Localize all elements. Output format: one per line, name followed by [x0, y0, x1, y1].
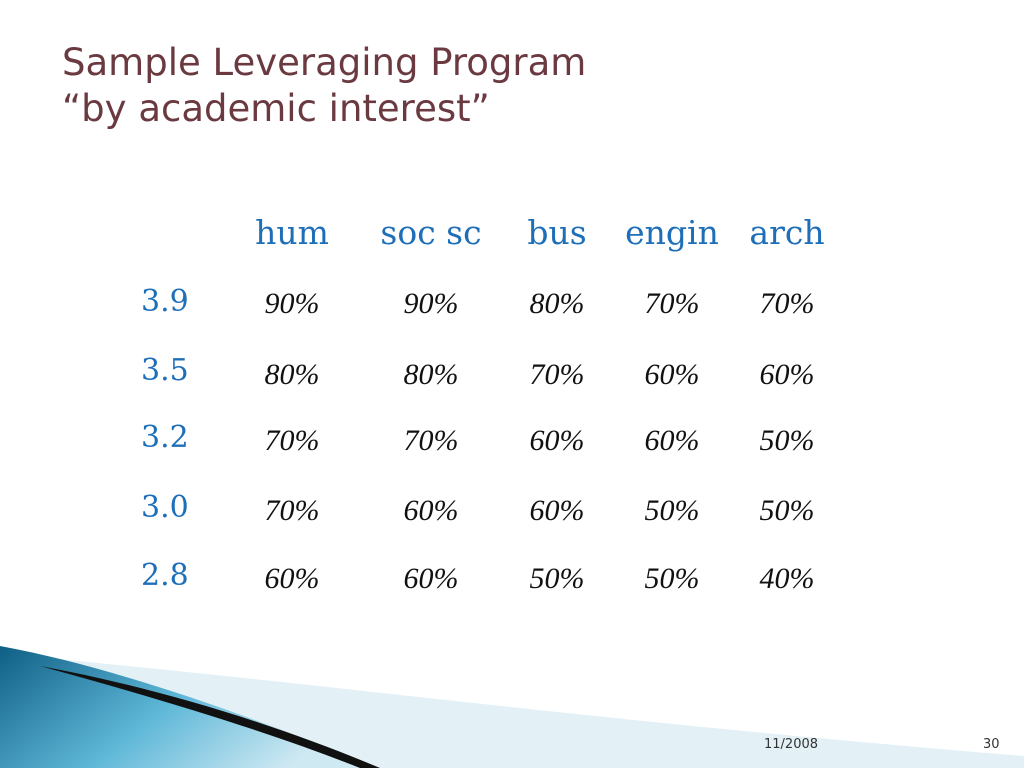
- decorative-swoosh: [0, 646, 1024, 768]
- table-cell: 50%: [759, 424, 815, 457]
- column-header-bus: bus: [527, 213, 587, 252]
- table-cell: 90%: [264, 287, 320, 320]
- slide-title-line-1: Sample Leveraging Program: [62, 41, 587, 84]
- slide-title: Sample Leveraging Program “by academic i…: [62, 40, 586, 132]
- table-cell: 70%: [529, 358, 585, 391]
- table-cell: 50%: [644, 494, 700, 527]
- swoosh-dark-stroke: [40, 666, 380, 768]
- table-cell: 70%: [403, 424, 459, 457]
- column-header-arch: arch: [749, 213, 825, 252]
- table-cell: 70%: [759, 287, 815, 320]
- table-cell: 70%: [264, 494, 320, 527]
- row-header-gpa: 3.9: [141, 284, 189, 319]
- column-header-engin: engin: [625, 213, 719, 252]
- table-cell: 50%: [644, 562, 700, 595]
- column-header-hum: hum: [255, 213, 329, 252]
- row-header-gpa: 2.8: [141, 558, 189, 593]
- table-cell: 60%: [264, 562, 320, 595]
- table-cell: 60%: [403, 562, 459, 595]
- row-header-gpa: 3.2: [141, 420, 189, 455]
- footer-page-number: 30: [983, 737, 1000, 752]
- table-cell: 60%: [759, 358, 815, 391]
- table-cell: 80%: [264, 358, 320, 391]
- footer-date: 11/2008: [764, 737, 819, 752]
- table-cell: 60%: [529, 494, 585, 527]
- table-cell: 60%: [644, 424, 700, 457]
- table-cell: 80%: [403, 358, 459, 391]
- slide-title-line-2: “by academic interest”: [62, 87, 490, 130]
- column-header-soc-sc: soc sc: [380, 213, 482, 252]
- table-cell: 70%: [644, 287, 700, 320]
- table-cell: 60%: [403, 494, 459, 527]
- table-cell: 90%: [403, 287, 459, 320]
- table-cell: 80%: [529, 287, 585, 320]
- table-cell: 60%: [529, 424, 585, 457]
- row-header-gpa: 3.0: [141, 490, 189, 525]
- table-cell: 40%: [759, 562, 815, 595]
- table-cell: 50%: [529, 562, 585, 595]
- row-header-gpa: 3.5: [141, 353, 189, 388]
- table-cell: 50%: [759, 494, 815, 527]
- table-cell: 60%: [644, 358, 700, 391]
- table-cell: 70%: [264, 424, 320, 457]
